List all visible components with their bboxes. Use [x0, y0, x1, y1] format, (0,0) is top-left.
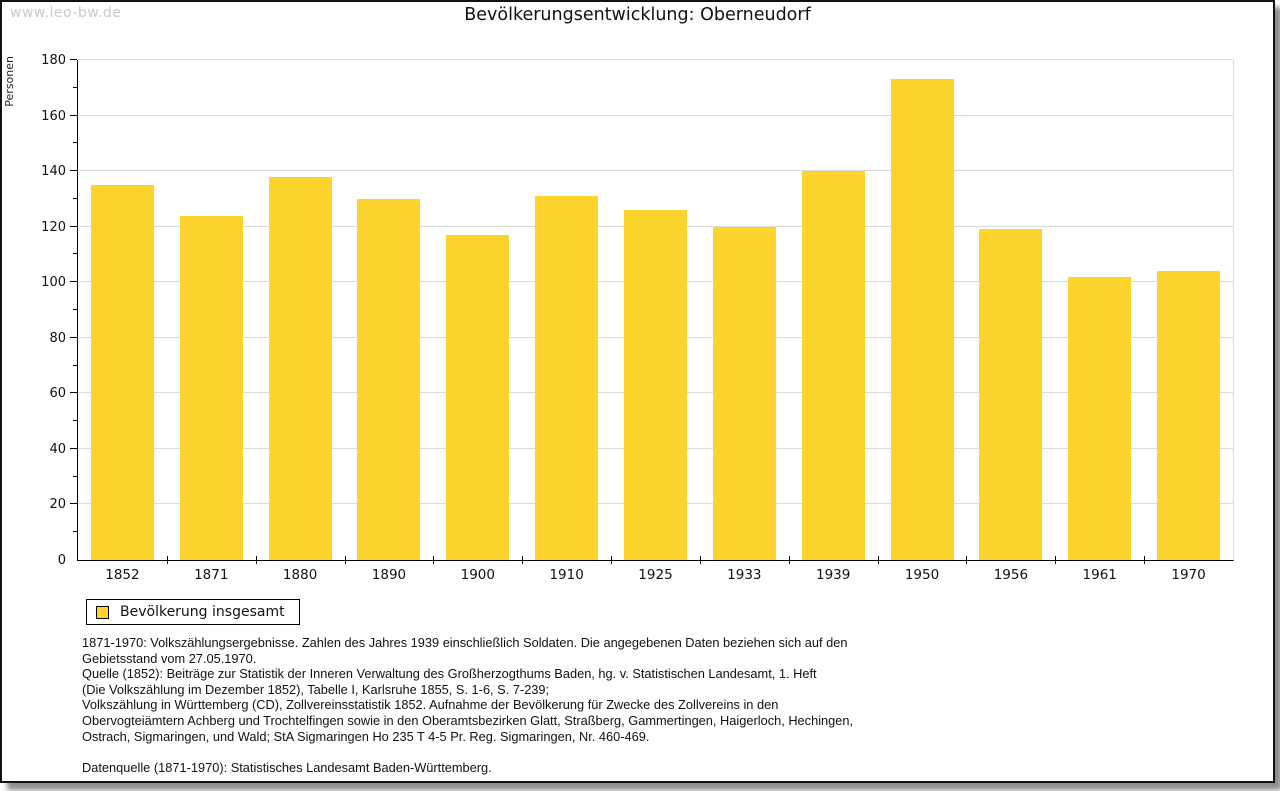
footer-notes: 1871-1970: Volkszählungsergebnisse. Zahl… [82, 635, 853, 775]
y-minor-tick [73, 86, 77, 88]
y-tick-label: 40 [49, 441, 66, 457]
gridline-y-160 [78, 114, 1233, 116]
x-tick-label-1900: 1900 [460, 567, 495, 583]
x-tick-label-1961: 1961 [1082, 567, 1117, 583]
x-boundary-tick [255, 556, 257, 564]
footer-line: Quelle (1852): Beiträge zur Statistik de… [82, 666, 817, 682]
y-minor-tick [73, 531, 77, 533]
bar-1961 [1068, 276, 1132, 560]
x-tick-label-1890: 1890 [371, 567, 407, 583]
x-tick-label-1871: 1871 [194, 567, 229, 583]
x-tick-label-1939: 1939 [816, 567, 851, 583]
y-minor-tick [73, 197, 77, 199]
bar-1970 [1157, 271, 1221, 560]
x-tick-label-1925: 1925 [638, 567, 673, 583]
y-major-tick [70, 59, 77, 60]
x-boundary-tick [166, 556, 168, 564]
x-tick-label-1950: 1950 [904, 567, 940, 583]
y-axis-title: Personen [3, 56, 16, 107]
y-tick-label: 60 [49, 386, 66, 402]
footer-line: (Die Volkszählung im Dezember 1852), Tab… [82, 681, 550, 697]
x-tick-label-1880: 1880 [282, 567, 318, 583]
watermark: www.leo-bw.de [10, 5, 122, 21]
bar-1925 [624, 210, 687, 560]
gridline-y-140 [78, 170, 1233, 172]
y-tick-label: 80 [49, 330, 66, 346]
bar-1939 [801, 171, 865, 560]
bar-1852 [90, 185, 154, 560]
bar-1871 [179, 215, 243, 560]
y-minor-tick [73, 142, 77, 144]
bar-1950 [890, 79, 954, 560]
y-major-tick [70, 225, 77, 227]
bar-1900 [446, 235, 510, 560]
footer-line: Volkszählung in Württemberg (CD), Zollve… [82, 697, 779, 713]
bar-1880 [268, 176, 332, 560]
footer-line: 1871-1970: Volkszählungsergebnisse. Zahl… [82, 635, 848, 650]
legend-label: Bevölkerung insgesamt [120, 604, 285, 620]
x-boundary-tick [877, 556, 879, 564]
y-minor-tick [73, 309, 77, 310]
bar-1910 [535, 196, 599, 560]
x-boundary-tick [1055, 556, 1057, 564]
y-tick-label: 160 [41, 108, 66, 124]
x-tick-label-1956: 1956 [993, 567, 1029, 583]
y-minor-tick [73, 420, 77, 422]
footer-line: Obervogteiämtern Achberg und Trochtelfin… [82, 712, 854, 728]
y-major-tick [70, 114, 77, 116]
bar-1933 [712, 226, 776, 560]
y-major-tick [70, 503, 77, 505]
x-boundary-tick [1144, 556, 1146, 564]
y-tick-label: 120 [41, 219, 66, 235]
x-boundary-tick [966, 556, 968, 564]
x-tick-label-1910: 1910 [549, 567, 584, 583]
y-minor-tick [73, 475, 77, 477]
footer-datasource-line: Datenquelle (1871-1970): Statistisches L… [82, 759, 492, 775]
y-tick-label: 0 [57, 553, 66, 568]
y-tick-label: 100 [41, 275, 66, 291]
y-major-tick [70, 392, 77, 394]
chart-title: Bevölkerungsentwicklung: Oberneudorf [464, 5, 811, 25]
x-boundary-tick [433, 556, 435, 564]
y-tick-label: 20 [49, 497, 66, 513]
y-major-tick [70, 170, 77, 172]
x-boundary-tick [611, 556, 613, 564]
x-boundary-tick [522, 556, 524, 564]
x-tick-label-1933: 1933 [727, 567, 762, 583]
y-major-tick [70, 281, 77, 283]
footer-line: Gebietsstand vom 27.05.1970. [82, 650, 257, 666]
gridline-y-180 [78, 59, 1233, 60]
footer-line: Ostrach, Sigmaringen, und Wald; StA Sigm… [82, 728, 650, 744]
y-minor-tick [73, 253, 77, 255]
bar-1890 [357, 198, 421, 560]
plot-area: 0 20 40 60 80 100 120 140 160 180 1852 1871 1880 1890… [41, 53, 1234, 583]
x-boundary-tick [788, 556, 790, 564]
x-tick-label-1852: 1852 [105, 567, 140, 583]
x-tick-label-1970: 1970 [1171, 567, 1206, 583]
y-tick-label: 140 [41, 164, 66, 180]
x-boundary-tick [699, 556, 701, 564]
y-major-tick [70, 447, 77, 449]
y-major-tick [70, 336, 77, 338]
legend: Bevölkerung insgesamt [86, 599, 300, 625]
legend-swatch-icon [96, 605, 109, 619]
y-minor-tick [73, 364, 77, 366]
bar-1956 [979, 229, 1043, 560]
y-tick-label: 180 [41, 53, 66, 68]
x-boundary-tick [344, 556, 346, 564]
